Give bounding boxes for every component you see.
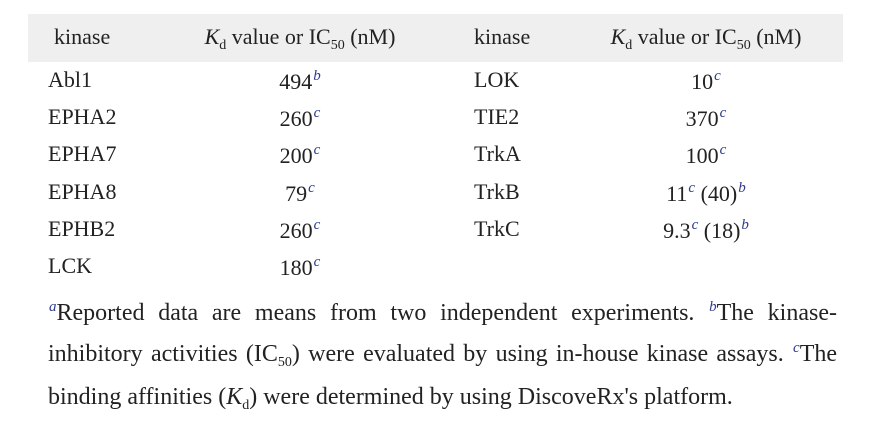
cell-text: 494 (279, 69, 313, 94)
value-cell: 260c (279, 216, 321, 243)
cell-text: EPHA8 (48, 178, 117, 204)
cell-text: EPHA2 (48, 104, 117, 130)
footnote-mark: c (308, 179, 315, 196)
cell-text: TrkA (474, 141, 521, 167)
kinase-cell: TrkC (474, 215, 520, 241)
header-text: value or IC (637, 24, 737, 49)
header-cell: Kd value or IC50 (nM) (205, 26, 396, 53)
footnote-text: The binding affinities ( (48, 341, 837, 410)
header-text: kinase (474, 24, 531, 49)
footnote-mark: a (49, 299, 57, 315)
header-text: value or IC (231, 24, 331, 49)
kinase-cell: TIE2 (474, 106, 519, 128)
cell-text: TrkB (474, 178, 520, 204)
footnote-mark: b (741, 216, 749, 233)
kinase-cell: EPHA2 (48, 106, 116, 128)
cell-text: Abl1 (48, 67, 92, 92)
cell-extra: (18) (703, 217, 741, 243)
footnote-mark: c (313, 105, 321, 122)
kinase-cell: TrkB (474, 178, 520, 204)
footnote-mark: b (313, 68, 321, 84)
kinase-cell: TrkA (474, 143, 521, 165)
kinase-cell: EPHA7 (48, 143, 116, 165)
footnote-mark: c (719, 105, 727, 122)
header-text: kinase (54, 24, 111, 49)
cell-text: 180 (279, 255, 313, 280)
footnote-mark: c (313, 254, 321, 270)
symbol: K (204, 24, 220, 49)
footnote-mark: b (709, 299, 717, 315)
footnote-text: The kinase-inhibitory activities (IC (48, 300, 837, 367)
cell-text: 10 (691, 69, 714, 94)
kinase-cell: LCK (48, 255, 92, 277)
kinase-cell: LOK (474, 69, 519, 91)
cell-text: 260 (279, 106, 313, 132)
header-sub: 50 (330, 38, 345, 53)
cell-extra: (40) (700, 180, 738, 206)
symbol-sub: d (625, 38, 633, 53)
value-cell: 11c (40)b (666, 179, 746, 206)
cell-text: EPHB2 (48, 215, 116, 241)
cell-text: 100 (685, 143, 719, 169)
footnote-text: ) were evaluated by using in-house kinas… (291, 341, 793, 367)
value-cell: 200c (280, 143, 321, 167)
footnote: aReported data are means from two indepe… (48, 290, 837, 423)
header-cell: Kd value or IC50 (nM) (611, 26, 802, 53)
cell-text: 260 (279, 217, 313, 243)
cell-text: 200 (279, 143, 313, 169)
cell-text: 9.3 (663, 217, 691, 243)
cell-text: 370 (685, 106, 719, 132)
value-cell: 260c (280, 106, 321, 130)
footnote-mark: c (688, 179, 696, 196)
footnote-mark: c (313, 142, 321, 159)
footnote-mark: c (313, 216, 321, 233)
subscript: 50 (277, 355, 292, 370)
value-cell: 180c (280, 255, 321, 279)
cell-text: 79 (285, 180, 308, 206)
value-cell: 10c (691, 69, 721, 93)
value-cell: 79c (285, 179, 315, 206)
value-cell: 100c (686, 143, 727, 167)
symbol-sub: d (219, 38, 227, 53)
footnote-text: ) were determined by using DiscoveRx's p… (249, 384, 733, 410)
footnote-mark: c (691, 216, 699, 233)
footnote-mark: c (714, 68, 721, 84)
footnote-mark: c (793, 340, 800, 356)
value-cell: 494b (279, 69, 321, 93)
subscript: d (242, 398, 250, 413)
italic-symbol: K (226, 384, 243, 410)
symbol: K (610, 24, 626, 49)
kinase-cell: Abl1 (48, 69, 92, 91)
cell-text: LCK (48, 253, 92, 278)
footnote-mark: c (719, 142, 727, 159)
cell-text: 11 (666, 180, 688, 206)
footnote-mark: b (738, 179, 746, 196)
header-sub: 50 (736, 38, 751, 53)
header-cell: kinase (474, 26, 530, 48)
header-cell: kinase (54, 26, 110, 48)
unit: (nM) (350, 24, 396, 49)
cell-text: TIE2 (474, 104, 520, 130)
kinase-cell: EPHB2 (48, 215, 116, 241)
kinase-cell: EPHA8 (48, 178, 117, 204)
value-cell: 370c (686, 106, 727, 130)
cell-text: TrkC (474, 215, 520, 241)
cell-text: EPHA7 (48, 141, 117, 167)
unit: (nM) (756, 24, 802, 49)
cell-text: LOK (474, 67, 520, 92)
header-band (28, 14, 843, 62)
value-cell: 9.3c (18)b (663, 216, 749, 243)
footnote-text: Reported data are means from two indepen… (56, 300, 709, 326)
